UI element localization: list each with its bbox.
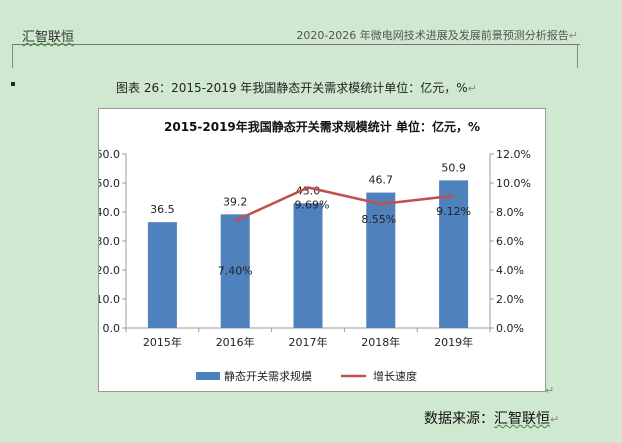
x-tick-label: 2018年: [361, 335, 400, 349]
line-point: [307, 186, 309, 189]
y-right-tick-label: 12.0%: [496, 148, 531, 161]
y-left-tick-label: 10.0: [99, 293, 120, 306]
header-report-title: 2020-2026 年微电网技术进展及发展前景预测分析报告↵: [296, 29, 578, 42]
chart-container: 2015-2019年我国静态开关需求规模统计 单位：亿元，% 0.0 10.0 20.…: [96, 108, 546, 392]
bar: [220, 214, 250, 328]
chart-title: 2015-2019年我国静态开关需求规模统计 单位：亿元，%: [164, 119, 480, 134]
bar-line-chart: 2015-2019年我国静态开关需求规模统计 单位：亿元，% 0.0 10.0 20.…: [96, 119, 531, 383]
y-right-tick-label: 4.0%: [496, 264, 524, 277]
bar-data-label: 46.7: [369, 174, 394, 187]
line-data-label: 8.55%: [361, 213, 396, 226]
legend-line-label: 增长速度: [373, 369, 417, 383]
legend-bar-swatch: [196, 372, 220, 380]
bar-data-label: 43.0: [296, 184, 321, 197]
legend-bar-label: 静态开关需求规模: [224, 369, 312, 383]
y-right-tick-label: 8.0%: [496, 206, 524, 219]
line-data-label: 9.12%: [436, 205, 471, 218]
y-right-tick-label: 10.0%: [496, 177, 531, 190]
bar: [147, 222, 177, 328]
bar: [366, 192, 396, 328]
bar-data-label: 39.2: [223, 195, 248, 208]
header-rule: [12, 44, 580, 45]
paragraph-mark: ↵: [545, 384, 555, 397]
margin-corner-right: [577, 44, 578, 68]
y-right-tick-label: 0.0%: [496, 322, 524, 335]
y-left-tick-label: 60.0: [99, 148, 120, 161]
line-data-label: 9.69%: [295, 198, 330, 211]
x-tick-label: 2019年: [434, 335, 473, 349]
line-point: [380, 203, 382, 205]
figure-caption: 图表 26：2015-2019 年我国静态开关需求模统计单位：亿元，%↵: [116, 81, 477, 95]
bar: [439, 180, 469, 328]
bar-data-label: 50.9: [441, 161, 466, 174]
y-left-tick-label: 50.0: [99, 177, 120, 190]
margin-corner-left: [12, 44, 13, 68]
y-left-tick-label: 30.0: [99, 235, 120, 248]
list-bullet: [11, 82, 15, 86]
y-left-tick-label: 0.0: [103, 322, 121, 335]
line-point: [234, 219, 236, 222]
x-tick-label: 2015年: [143, 335, 182, 349]
bar-data-label: 36.5: [150, 203, 175, 216]
x-tick-label: 2017年: [289, 335, 328, 349]
y-left-tick-label: 20.0: [99, 264, 120, 277]
line-point: [452, 194, 455, 197]
line-series-path: [234, 186, 454, 222]
data-source: 数据来源：汇智联恒↵: [424, 411, 560, 427]
header-brand: 汇智联恒: [22, 30, 75, 45]
bar: [293, 203, 323, 328]
y-right-tick-label: 2.0%: [496, 293, 524, 306]
x-tick-label: 2016年: [216, 335, 255, 349]
y-left-tick-label: 40.0: [99, 206, 120, 219]
y-right-tick-label: 6.0%: [496, 235, 524, 248]
line-data-label: 7.40%: [218, 265, 253, 278]
